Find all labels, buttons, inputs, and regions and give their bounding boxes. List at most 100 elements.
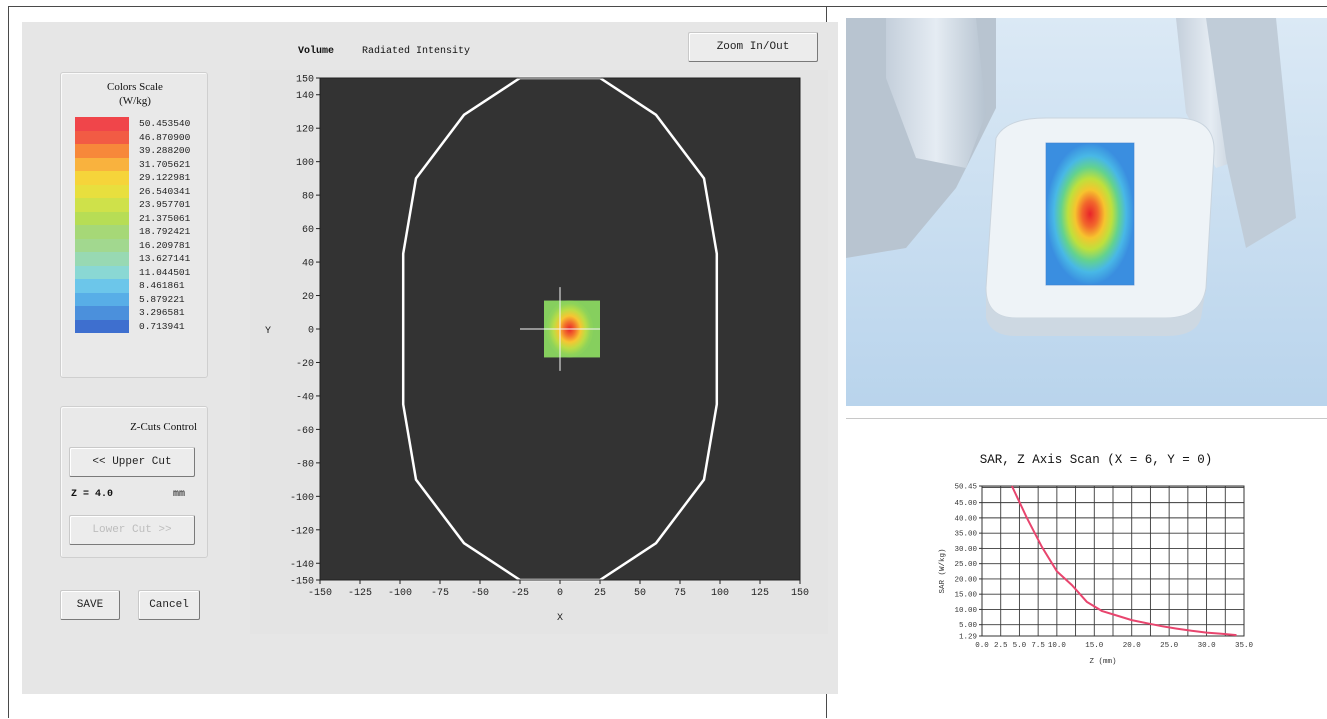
x-tick-label: 15.0: [1085, 642, 1104, 650]
sar-surface-map: [1046, 143, 1134, 285]
color-scale-value: 26.540341: [139, 185, 191, 197]
y-tick-label: 80: [302, 192, 314, 203]
sar-map-plot-panel: -150 -125 -100 -75 -50 -25 0 25 50 75 100 125 150 150…: [250, 70, 828, 634]
cancel-button[interactable]: Cancel: [138, 590, 200, 620]
zoom-in-out-button[interactable]: Zoom In/Out: [688, 32, 818, 62]
zcuts-title: Z-Cuts Control: [130, 421, 197, 433]
save-button[interactable]: SAVE: [60, 590, 120, 620]
color-scale-value: 29.122981: [139, 172, 191, 183]
lower-cut-button[interactable]: Lower Cut >>: [69, 515, 195, 545]
volume-label: Volume: [298, 46, 335, 57]
color-scale-row: 8.461861: [75, 279, 235, 293]
y-tick-label: 25.00: [954, 561, 977, 569]
color-scale-row: 5.879221: [75, 292, 235, 306]
y-tick-label: -60: [296, 426, 314, 437]
color-swatch: [75, 184, 129, 198]
x-tick-label: 25: [594, 588, 606, 599]
color-swatch: [75, 130, 129, 144]
color-scale-row: 26.540341: [75, 184, 235, 198]
y-tick-label: -150: [290, 577, 314, 588]
y-tick-label: 60: [302, 225, 314, 236]
x-axis-label: X: [557, 613, 563, 624]
volume-mode-label: Radiated Intensity: [362, 46, 471, 57]
color-scale-value: 21.375061: [139, 212, 191, 224]
x-tick-label: -75: [431, 588, 449, 599]
z-unit-label: mm: [173, 489, 186, 500]
sar-z-scan-panel: SAR, Z Axis Scan (X = 6, Y = 0) 0.0 2.5 5.…: [846, 418, 1327, 718]
sar-map-plot[interactable]: -150 -125 -100 -75 -50 -25 0 25 50 75 100 125 150 150…: [250, 70, 828, 634]
x-tick-label: -150: [308, 588, 332, 599]
color-swatch: [75, 144, 129, 158]
y-tick-label: 150: [296, 75, 314, 86]
color-scale-value: 13.627141: [139, 253, 191, 264]
color-scale-row: 13.627141: [75, 252, 235, 266]
y-tick-label: 30.00: [954, 546, 977, 554]
frame-top-line: [8, 6, 1327, 7]
x-tick-label: 25.0: [1160, 642, 1179, 650]
x-tick-label: -100: [388, 588, 412, 599]
color-scale-row: 0.713941: [75, 319, 235, 333]
x-tick-label: 0.0: [975, 642, 989, 650]
x-tick-label: 150: [791, 588, 809, 599]
sar-surface-border: [1045, 142, 1135, 286]
x-tick-label: 125: [751, 588, 769, 599]
y-tick-label: -20: [296, 359, 314, 370]
color-scale-panel: Colors Scale (W/kg) 50.453540 46.870900 39…: [60, 72, 208, 378]
y-tick-label: 0: [308, 326, 314, 337]
color-scale-value: 31.705621: [139, 158, 191, 170]
x-axis-label: Z (mm): [1089, 658, 1116, 666]
color-scale-row: 16.209781: [75, 238, 235, 252]
color-swatch: [75, 252, 129, 266]
phantom-box-side: [986, 288, 1206, 336]
color-scale-row: 18.792421: [75, 225, 235, 239]
color-swatch: [75, 292, 129, 306]
color-swatch: [75, 238, 129, 252]
color-scale-row: 39.288200: [75, 144, 235, 158]
x-tick-label: 10.0: [1048, 642, 1067, 650]
y-tick-label: -140: [290, 560, 314, 571]
x-tick-label: 0: [557, 588, 563, 599]
y-axis-label: SAR (W/kg): [939, 548, 947, 593]
color-scale-row: 46.870900: [75, 130, 235, 144]
y-tick-label: 10.00: [954, 607, 977, 615]
y-tick-label: 1.29: [959, 634, 977, 642]
x-tick-label: 100: [711, 588, 729, 599]
y-axis-label: Y: [265, 326, 271, 337]
y-tick-label: 45.00: [954, 500, 977, 508]
color-swatch: [75, 225, 129, 239]
color-scale-value: 3.296581: [139, 307, 185, 318]
phantom-3d-view[interactable]: [846, 18, 1327, 406]
color-scale-row: 3.296581: [75, 306, 235, 320]
y-tick-label: -120: [290, 526, 314, 537]
x-tick-label: 75: [674, 588, 686, 599]
x-tick-label: 20.0: [1123, 642, 1142, 650]
sar-z-scan-chart[interactable]: 0.0 2.5 5.0 7.5 10.0 15.0 20.0 25.0 30.0 35.0 50.4…: [846, 419, 1327, 719]
color-scale-row: 50.453540: [75, 117, 235, 131]
upper-cut-button[interactable]: << Upper Cut: [69, 447, 195, 477]
frame-left-line: [8, 6, 9, 718]
color-scale-value: 46.870900: [139, 131, 191, 143]
color-swatch: [75, 198, 129, 212]
color-swatch: [75, 157, 129, 171]
y-tick-label: 40.00: [954, 515, 977, 523]
y-tick-label: 100: [296, 158, 314, 169]
x-tick-label: -125: [348, 588, 372, 599]
phantom-right-wall: [1206, 18, 1296, 248]
color-swatch: [75, 306, 129, 320]
zcuts-control-panel: Z-Cuts Control << Upper Cut Z = 4.0 mm L…: [60, 406, 208, 558]
x-tick-label: 7.5: [1031, 642, 1045, 650]
color-scale-title: Colors Scale: [107, 81, 163, 93]
color-swatch: [75, 171, 129, 185]
y-tick-label: 35.00: [954, 531, 977, 539]
x-tick-label: 2.5: [994, 642, 1008, 650]
phantom-left-inner: [886, 18, 986, 168]
phantom-3d-render: [846, 18, 1327, 406]
color-swatch: [75, 265, 129, 279]
z-value-label: Z = 4.0: [71, 489, 114, 500]
color-scale-value: 5.879221: [139, 293, 185, 305]
y-tick-label: 50.45: [954, 484, 977, 492]
y-tick-label: -100: [290, 493, 314, 504]
color-scale-value: 16.209781: [139, 239, 191, 251]
x-tick-label: -50: [471, 588, 489, 599]
color-scale-row: 11.044501: [75, 265, 235, 279]
